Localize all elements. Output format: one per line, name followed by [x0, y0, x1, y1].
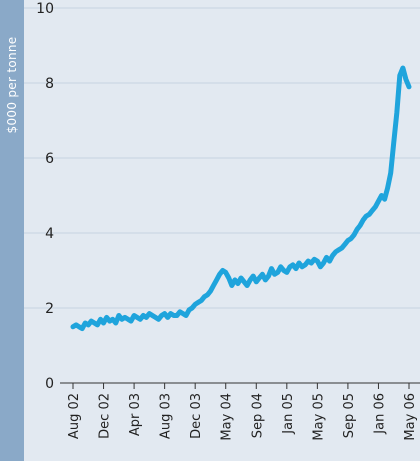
y-tick-label: 6 [45, 151, 54, 167]
x-axis [60, 382, 420, 389]
price-series-line [70, 65, 412, 332]
x-tick-label: Aug 02 [67, 393, 82, 439]
x-tick-label: Sep 04 [250, 393, 265, 438]
x-tick-label: May 06 [403, 393, 418, 441]
x-tick-label: May 04 [220, 393, 235, 441]
plot-area: 0 2 4 6 8 10 Aug 02 Dec 02 Apr 03 Aug 03 Dec 03 Ma… [24, 0, 420, 461]
x-tick-label: Jan 06 [372, 393, 387, 435]
ylabel-band [0, 0, 24, 461]
y-tick-label: 0 [45, 376, 54, 392]
y-axis-label: $000 per tonne [5, 36, 19, 134]
y-tick-labels: 0 2 4 6 8 10 [36, 1, 54, 392]
x-tick-label: Sep 05 [342, 393, 357, 438]
x-tick-label: May 05 [311, 393, 326, 441]
gridlines [24, 7, 420, 309]
x-tick-label: Aug 03 [159, 393, 174, 439]
x-tick-label: Jan 05 [281, 393, 296, 435]
y-tick-label: 4 [45, 226, 54, 242]
x-tick-label: Dec 02 [98, 393, 113, 439]
y-tick-label: 10 [36, 1, 54, 17]
y-tick-label: 8 [45, 76, 54, 92]
plot-background [24, 0, 420, 461]
x-tick-labels: Aug 02 Dec 02 Apr 03 Aug 03 Dec 03 May 04 Sep … [67, 393, 418, 441]
x-tick-label: Apr 03 [128, 393, 143, 436]
y-tick-label: 2 [45, 301, 54, 317]
x-tick-label: Dec 03 [189, 393, 204, 439]
